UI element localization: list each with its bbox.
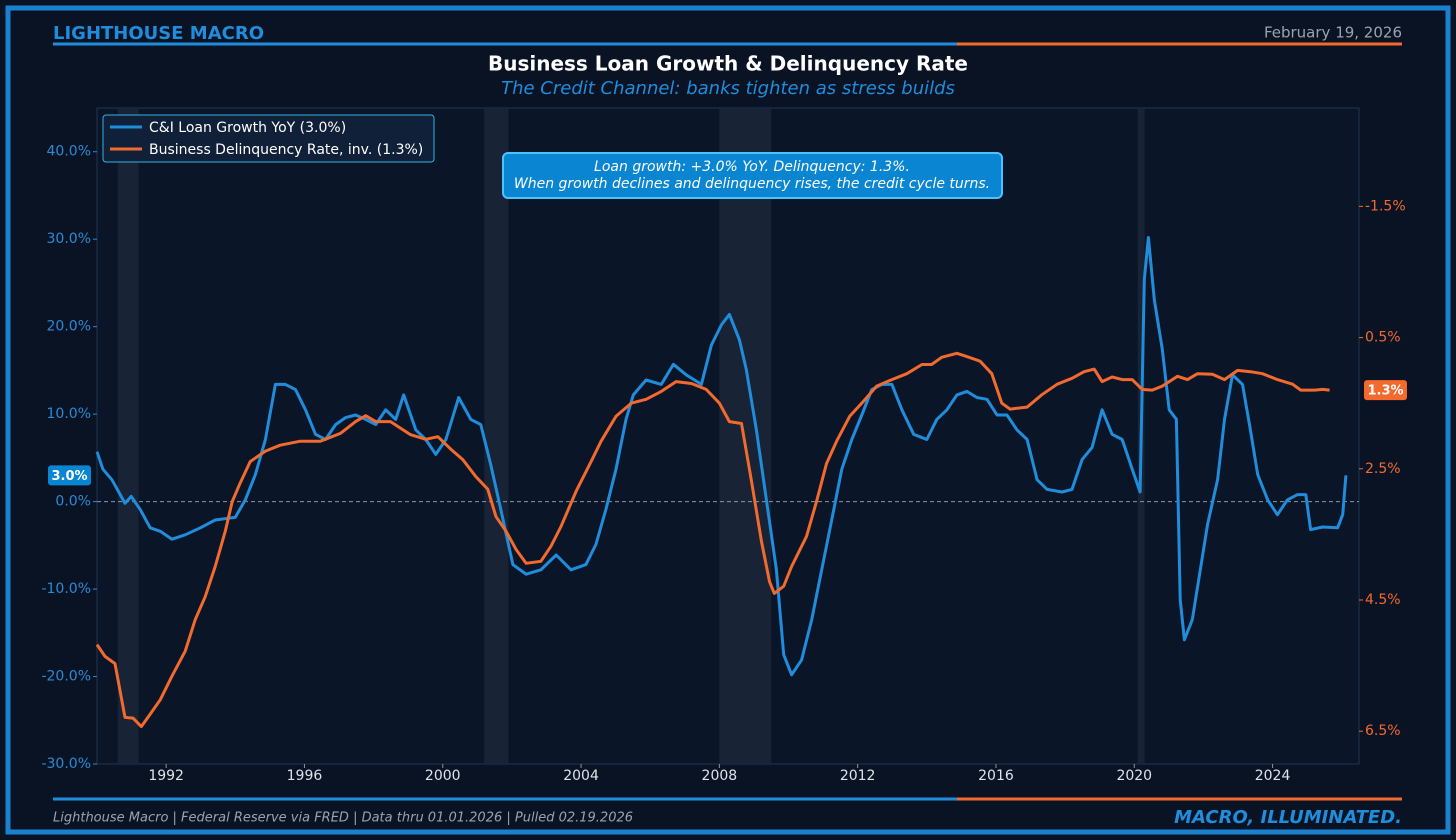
x-tick-label: 2020 bbox=[1116, 768, 1152, 784]
date: February 19, 2026 bbox=[1264, 24, 1402, 42]
end-badge-label: 3.0% bbox=[51, 469, 87, 484]
y-tick-label: -10.0% bbox=[41, 581, 91, 597]
recession-band bbox=[117, 109, 139, 763]
recession-band bbox=[719, 109, 772, 763]
brand: LIGHTHOUSE MACRO bbox=[53, 23, 264, 44]
x-tick-label: 2012 bbox=[840, 768, 876, 784]
frame bbox=[5, 5, 1451, 835]
end-badge-label: 1.3% bbox=[1367, 384, 1403, 399]
x-tick-label: 2004 bbox=[563, 768, 599, 784]
x-tick-label: 2024 bbox=[1255, 768, 1291, 784]
y-tick-label: 40.0% bbox=[47, 144, 91, 160]
series-line bbox=[95, 236, 1348, 677]
x-tick-label: 2016 bbox=[978, 768, 1014, 784]
y-tick-label: 10.0% bbox=[47, 406, 91, 422]
annotation-box bbox=[502, 152, 1003, 199]
annotation-text: Loan growth: +3.0% YoY. Delinquency: 1.3… bbox=[594, 159, 910, 175]
series-line bbox=[95, 351, 1330, 729]
end-badge bbox=[1364, 380, 1407, 401]
y2-tick-label: 4.5% bbox=[1365, 592, 1401, 608]
legend-label: C&I Loan Growth YoY (3.0%) bbox=[149, 120, 346, 136]
y2-tick-label: 2.5% bbox=[1365, 461, 1401, 477]
legend-label: Business Delinquency Rate, inv. (1.3%) bbox=[149, 142, 423, 158]
recession-band bbox=[484, 109, 509, 763]
tagline: MACRO, ILLUMINATED. bbox=[1174, 807, 1402, 828]
y-tick-label: -20.0% bbox=[41, 669, 91, 685]
y2-tick-label: 6.5% bbox=[1365, 723, 1401, 739]
y-tick-label: -30.0% bbox=[41, 756, 91, 772]
source: Lighthouse Macro | Federal Reserve via F… bbox=[53, 811, 633, 826]
y-tick-label: 20.0% bbox=[47, 319, 91, 335]
x-tick-label: 2008 bbox=[702, 768, 738, 784]
plot: -30.0% -20.0% -10.0% 0.0% 10.0% 20.0% 30.0% 40.… bbox=[41, 109, 1407, 784]
chart-title: Business Loan Growth & Delinquency Rate bbox=[488, 52, 968, 76]
x-tick-label: 1992 bbox=[148, 768, 184, 784]
legend-box bbox=[102, 114, 435, 163]
x-tick-label: 2000 bbox=[425, 768, 461, 784]
x-tick-label: 1996 bbox=[287, 768, 323, 784]
annotation-text: When growth declines and delinquency ris… bbox=[514, 176, 990, 192]
y2-tick-label: 0.5% bbox=[1365, 330, 1401, 346]
y-tick-label: 0.0% bbox=[55, 494, 91, 510]
y-tick-label: 30.0% bbox=[47, 231, 91, 247]
y2-tick-label: -1.5% bbox=[1365, 198, 1406, 214]
chart-subtitle: The Credit Channel: banks tighten as str… bbox=[501, 78, 955, 99]
end-badge bbox=[48, 465, 91, 486]
